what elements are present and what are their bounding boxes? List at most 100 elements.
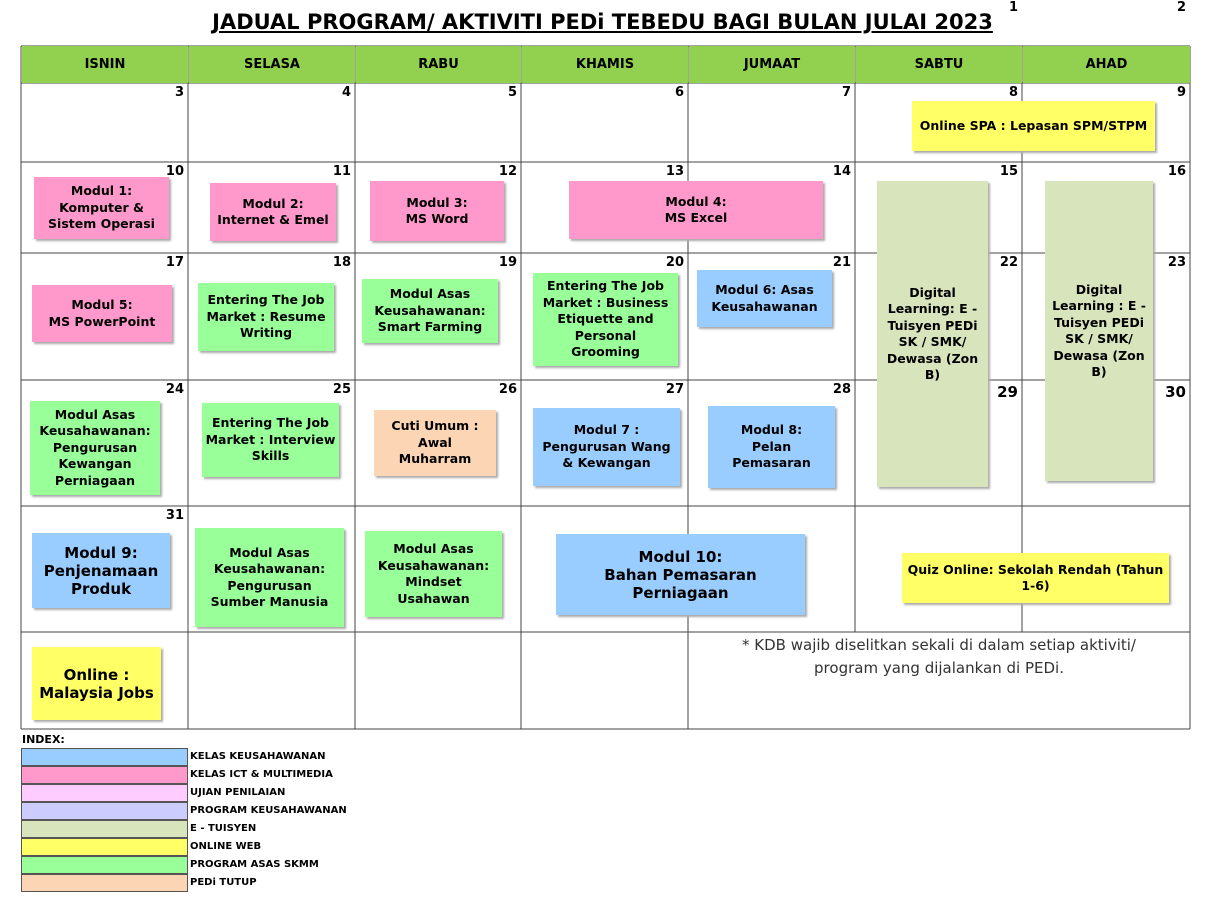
event-text: Learning: E - [887, 301, 978, 316]
event-text: Modul 1: [70, 183, 133, 199]
event-text: Personal [574, 327, 637, 343]
event-text: Pemasaran [732, 455, 811, 471]
day-number: 7 [841, 85, 851, 100]
event-text: Keusahawanan [711, 298, 818, 314]
legend-title: INDEX: [22, 733, 65, 746]
day-number: 3 [174, 85, 184, 100]
day-number: 9 [1176, 85, 1186, 100]
day-number: 5 [507, 85, 517, 100]
legend-swatch [21, 838, 188, 856]
event-text: Modul 3: [406, 194, 468, 210]
day-number: 29 [997, 383, 1018, 401]
event-text: Dewasa (Zon [886, 350, 979, 366]
event-text: Modul Asas [389, 286, 471, 302]
event-text: Skills [251, 448, 290, 464]
day-number: 8 [1008, 85, 1018, 100]
event-text: Pengurusan Wang [542, 438, 671, 454]
event-text: Sistem Operasi [48, 216, 155, 232]
day-number: 30 [1165, 383, 1186, 401]
event-box: Modul 7 : Pengurusan Wang & Kewangan [533, 408, 680, 486]
event-text: Komputer & [59, 199, 144, 215]
day-number: 25 [332, 382, 351, 397]
legend-label: PROGRAM ASAS SKMM [190, 859, 319, 870]
day-number: 21 [832, 255, 851, 270]
event-text: Modul 8: [740, 422, 803, 438]
event-box: Modul 4: MS Excel [569, 181, 823, 239]
note-line: * KDB wajib diselitkan sekali di dalam s… [742, 636, 1136, 654]
day-number: 2 [1176, 0, 1186, 15]
day-number: 14 [832, 164, 851, 179]
day-number: 11 [332, 164, 351, 179]
event-text: Usahawan [397, 590, 470, 606]
event-text: Writing [239, 325, 293, 341]
day-header: RABU [356, 46, 521, 83]
event-text: Muharram [398, 451, 472, 467]
event-text: Smart Farming [377, 319, 483, 335]
event-box: Modul 1: Komputer & Sistem Operasi [34, 177, 169, 239]
day-number: 31 [165, 508, 184, 523]
legend-swatch [21, 820, 188, 838]
event-text: Modul 2: [242, 195, 304, 211]
event-box: Modul 5: MS PowerPoint [32, 285, 172, 342]
legend-label: KELAS KEUSAHAWANAN [190, 751, 326, 762]
event-text: Kewangan [58, 456, 132, 472]
event-box: Modul Asas Keusahawanan: Pengurusan Sumber … [195, 528, 344, 627]
day-number: 23 [1167, 255, 1186, 270]
event-text: Entering The Job [207, 292, 325, 308]
event-text: Digital [1075, 281, 1123, 297]
day-number: 22 [999, 255, 1018, 270]
event-text: Penjenamaan [43, 561, 159, 580]
event-text: Online : [63, 665, 130, 684]
legend-label: E - TUISYEN [190, 823, 257, 834]
day-number: 17 [165, 255, 184, 270]
day-number: 10 [165, 164, 184, 179]
event-box: Modul 2: Internet & Emel [210, 183, 336, 241]
event-text: Learning : E - [1052, 298, 1146, 313]
event-box: Modul Asas Keusahawanan: Smart Farming [362, 279, 498, 343]
event-text: Produk [70, 579, 132, 598]
event-text: SK / SMK/ [898, 334, 967, 349]
day-number: 24 [165, 382, 184, 397]
event-text: Sumber Manusia [210, 594, 329, 609]
day-number: 20 [665, 255, 684, 270]
day-header: ISNIN [22, 46, 188, 83]
day-header: SELASA [189, 46, 355, 83]
event-text: Modul 9: [64, 543, 138, 562]
event-box: Entering The Job Market : Resume Writing [198, 283, 334, 351]
event-text: Malaysia Jobs [39, 683, 154, 702]
legend-label: KELAS ICT & MULTIMEDIA [190, 769, 333, 780]
day-number: 28 [832, 382, 851, 397]
event-text: Tuisyen PEDi [887, 317, 978, 333]
event-text: Keusahawanan: [213, 561, 326, 576]
day-number: 1 [1008, 0, 1018, 15]
legend-swatch [21, 784, 188, 802]
event-text: Pengurusan [52, 439, 138, 455]
event-text: B) [924, 367, 941, 382]
legend-label: ONLINE WEB [190, 841, 262, 852]
event-text: Keusahawanan: [374, 302, 486, 318]
title: JADUAL PROGRAM/ AKTIVITI PEDi TEBEDU BAG… [212, 10, 993, 34]
day-number: 19 [498, 255, 517, 270]
event-box: Digital Learning : E - Tuisyen PEDi SK / SM… [1045, 181, 1153, 481]
event-text: Mindset [405, 574, 462, 589]
event-text: Online SPA : Lepasan SPM/STPM [919, 117, 1148, 133]
event-text: Bahan Pemasaran Perniagaan [604, 565, 757, 602]
event-box: Online : Malaysia Jobs [32, 647, 161, 720]
event-box: Modul 10: Bahan Pemasaran Perniagaan [556, 534, 805, 615]
day-header: KHAMIS [522, 46, 688, 83]
event-box: Modul Asas Keusahawanan: Mindset Usahawan [365, 531, 502, 617]
day-header: AHAD [1023, 46, 1190, 83]
event-text: Entering The Job [212, 415, 329, 431]
event-text: Perniagaan [54, 472, 136, 488]
event-box: Modul 8: Pelan Pemasaran [708, 406, 835, 488]
event-text: B) [1091, 364, 1107, 379]
event-text: MS Excel [664, 210, 728, 225]
event-text: Market : Interview [205, 431, 336, 447]
day-header: SABTU [856, 46, 1022, 83]
event-text: Etiquette and [557, 311, 654, 327]
event-box: Cuti Umum : Awal Muharram [374, 410, 496, 476]
day-number: 12 [498, 164, 517, 179]
